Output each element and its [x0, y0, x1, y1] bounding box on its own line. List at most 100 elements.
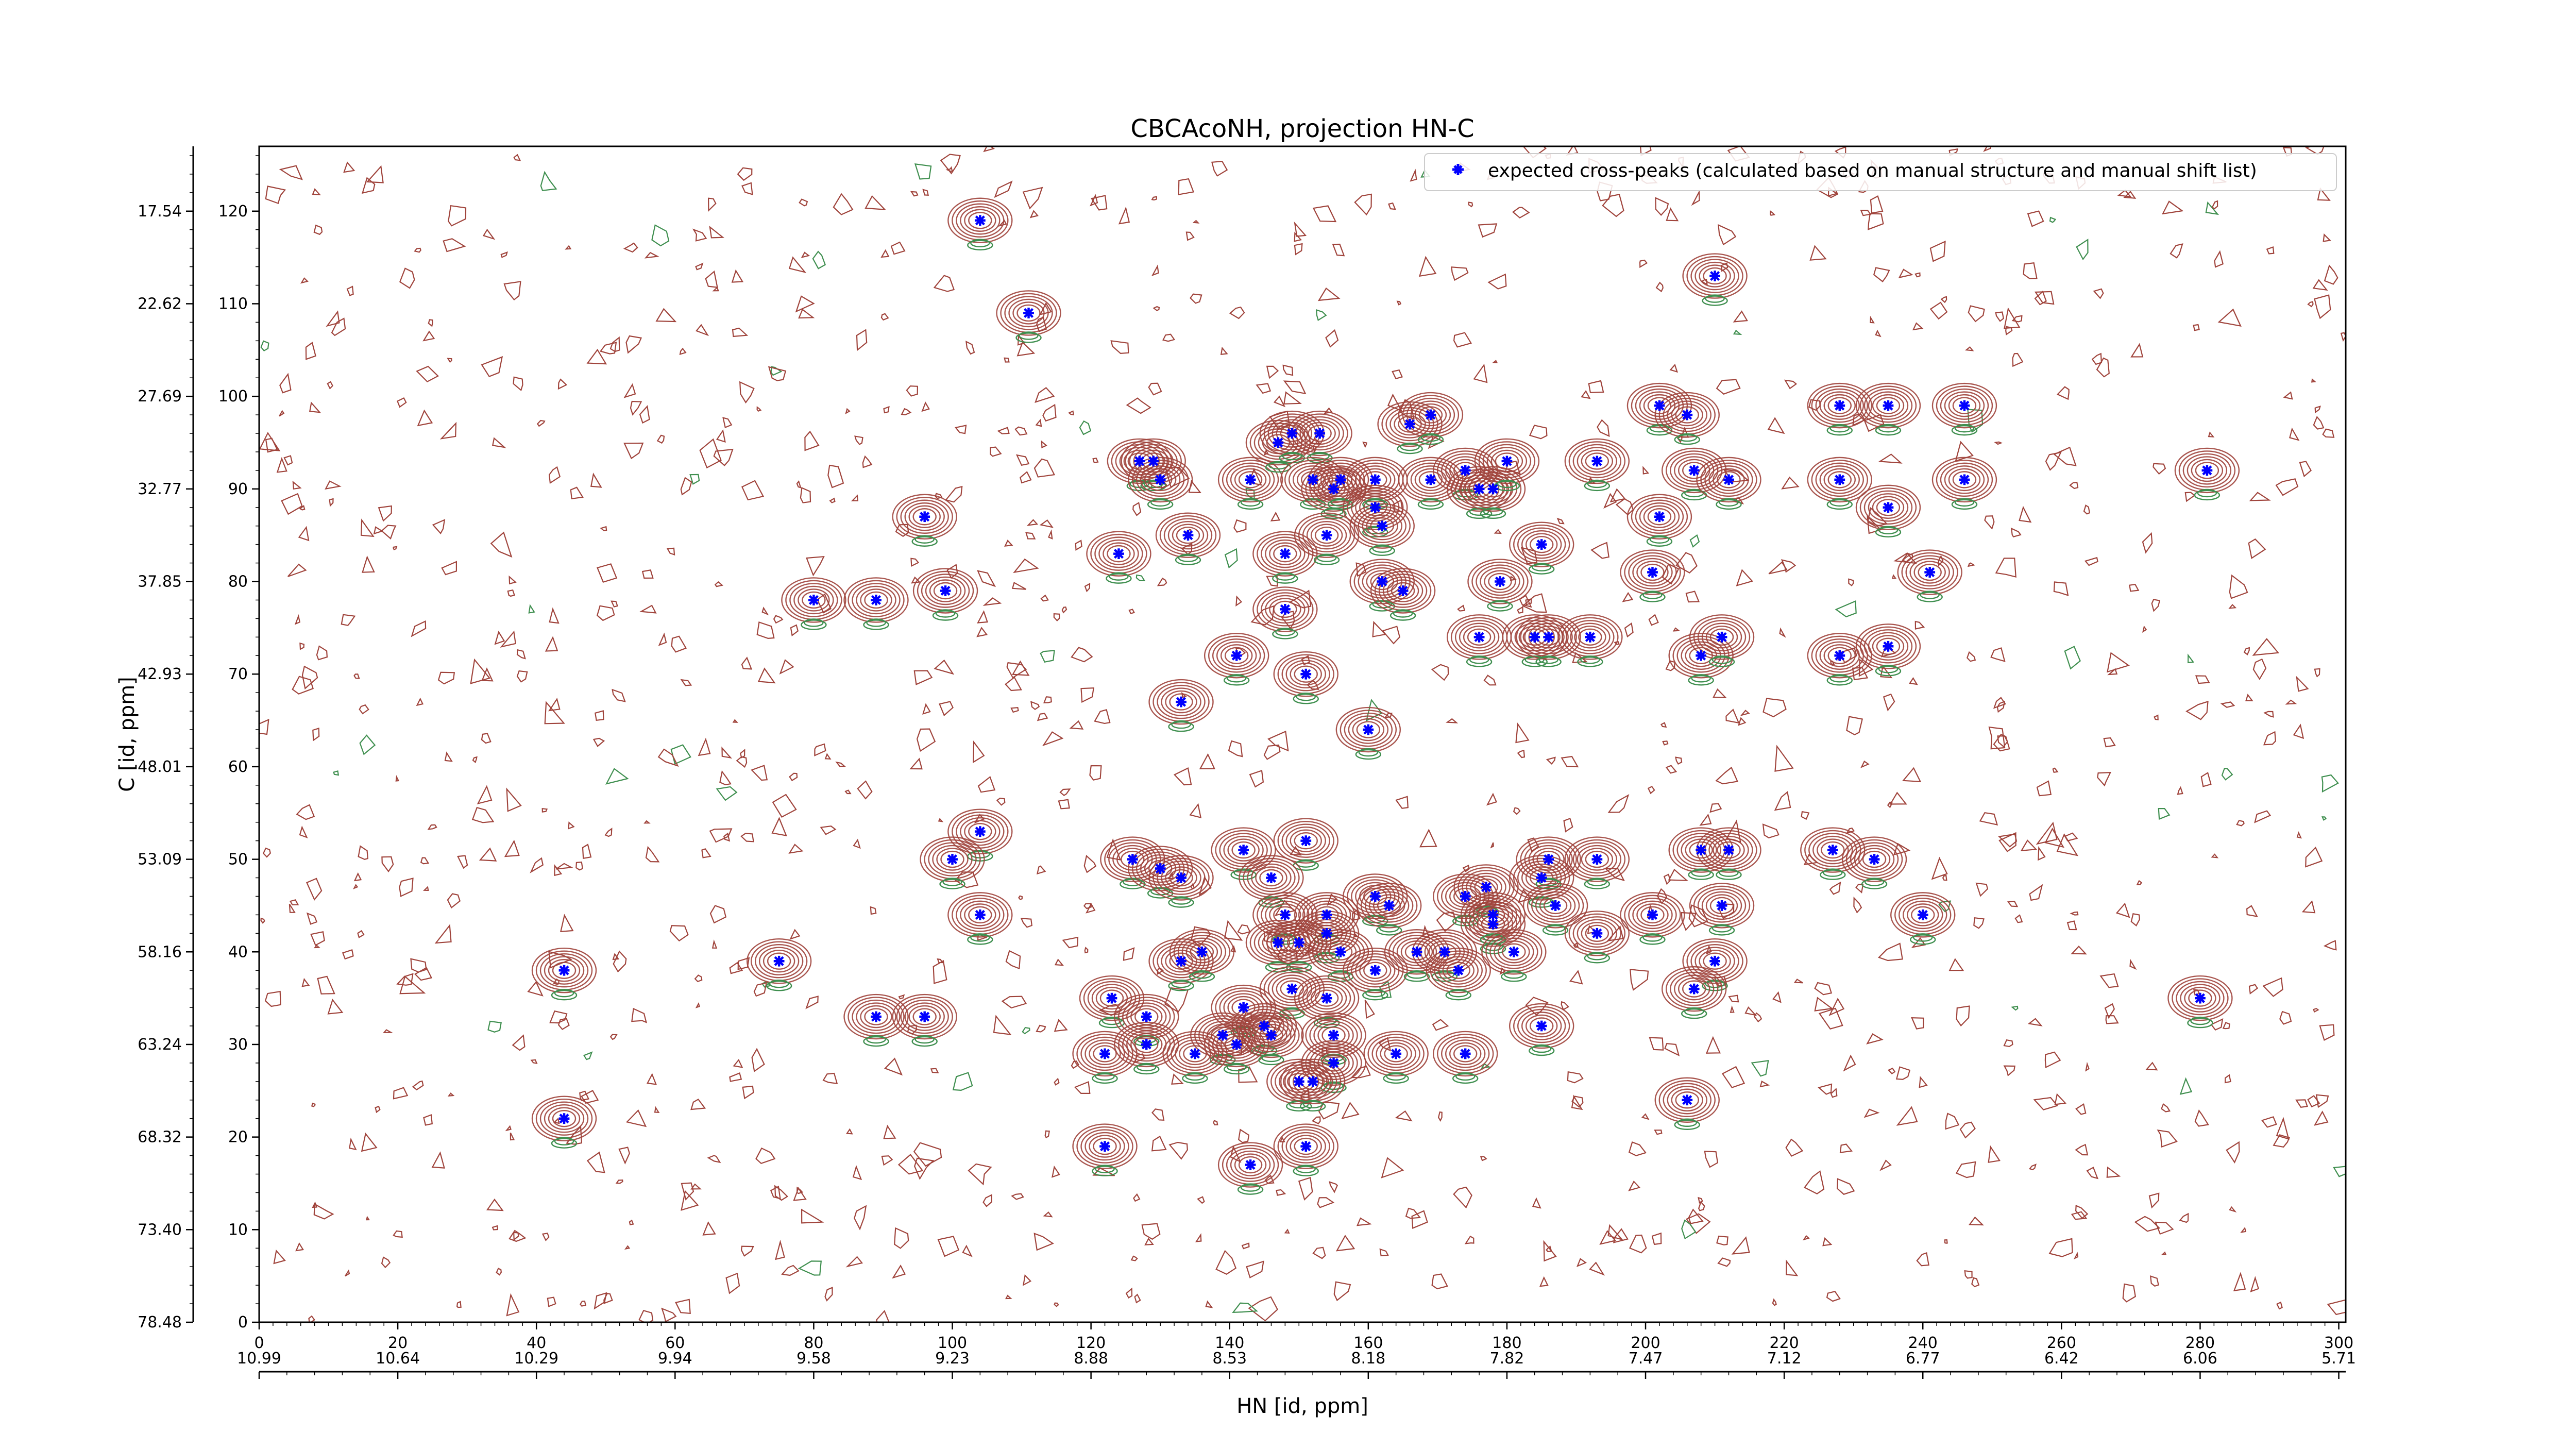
peak-contour [1572, 842, 1622, 877]
noise-contour [612, 688, 626, 702]
cross-peak-marker [1231, 650, 1242, 661]
peak-contour [1418, 406, 1443, 424]
x-axis-ticks: 0 20 40 60 80 100 120 140 160 180 200 220 240 260 280 3… [254, 1322, 2353, 1352]
noise-contour [568, 821, 575, 830]
negative-contour [1296, 693, 1316, 701]
noise-contour [661, 1307, 677, 1322]
noise-contour [2323, 233, 2331, 242]
noise-contour [2313, 416, 2325, 430]
noise-contour [1043, 1211, 1053, 1218]
noise-contour [583, 1051, 593, 1060]
noise-contour [680, 679, 692, 686]
negative-contour [1417, 434, 1444, 445]
noise-contour [781, 1265, 800, 1276]
y-tick-label: 90 [228, 480, 248, 498]
cross-peak-marker [1959, 474, 1970, 485]
peak-contour [904, 1002, 945, 1031]
cross-peak-marker [1245, 474, 1256, 485]
peak-contour [1144, 857, 1177, 880]
noise-contour [1094, 709, 1111, 724]
noise-contour [2148, 1192, 2160, 1209]
peak-contour [1635, 388, 1684, 423]
noise-contour [1717, 1257, 1731, 1267]
noise-contour [938, 818, 944, 822]
peak-contour [1667, 1086, 1707, 1115]
negative-contour [2187, 1017, 2213, 1029]
noise-contour [774, 1185, 788, 1201]
negative-contour [804, 618, 824, 627]
peak-contour-group [1127, 457, 1193, 510]
cross-peak-marker [1682, 409, 1693, 420]
cross-peak-marker [1383, 900, 1395, 911]
noise-contour [541, 1233, 550, 1241]
peak-contour [1670, 453, 1719, 488]
noise-contour [1669, 363, 1678, 373]
negative-contour [1951, 425, 1978, 436]
noise-contour [1245, 487, 1255, 500]
peak-contour [1231, 841, 1256, 859]
noise-contour [2064, 646, 2081, 670]
noise-contour [1944, 1239, 1948, 1244]
peak-contour [1313, 1049, 1354, 1077]
cross-peak-marker [1460, 1048, 1471, 1059]
noise-contour [737, 957, 750, 970]
negative-contour [1330, 498, 1351, 507]
peak-contour [1273, 651, 1338, 697]
noise-contour [922, 189, 929, 196]
peak-contour [1905, 555, 1954, 589]
peak-contour [1290, 829, 1322, 852]
cross-peak-marker [1286, 983, 1298, 995]
noise-contour [865, 195, 887, 210]
peak-contour [1084, 1132, 1125, 1161]
noise-contour [581, 1090, 599, 1104]
noise-contour [714, 581, 724, 587]
negative-contour [1532, 1044, 1552, 1053]
peak-contour-group [1467, 559, 1533, 612]
peak-contour [1581, 449, 1614, 473]
negative-contour [1455, 1072, 1476, 1081]
noise-contour [994, 180, 1013, 198]
noise-contour [512, 1034, 526, 1051]
peak-contour [1157, 684, 1206, 719]
peak-contour [1321, 480, 1346, 498]
peak-contour [1359, 958, 1392, 982]
noise-contour [2104, 1003, 2115, 1019]
noise-contour [1069, 720, 1084, 730]
noise-contour [1018, 895, 1023, 900]
peak-contour [1521, 1012, 1562, 1040]
negative-contour [551, 1138, 578, 1149]
noise-contour [1945, 1113, 1960, 1130]
noise-contour [883, 406, 890, 414]
noise-contour [644, 251, 659, 259]
cross-peak-marker [1106, 992, 1117, 1004]
noise-contour [721, 746, 733, 759]
noise-contour [486, 1198, 504, 1211]
noise-contour [481, 733, 492, 744]
peak-contour-group [2174, 447, 2240, 501]
noise-contour [658, 632, 667, 646]
y-ppm-tick-label: 27.69 [138, 387, 182, 406]
cross-peak-marker [1238, 845, 1249, 856]
noise-contour [2263, 731, 2276, 746]
cross-peak-marker [1238, 1002, 1249, 1013]
cross-peak-marker [1647, 567, 1658, 578]
noise-contour [1362, 441, 1367, 448]
noise-contour [262, 847, 272, 858]
noise-contour [1607, 794, 1630, 813]
cross-peak-marker [1460, 465, 1471, 476]
peak-contour [1689, 614, 1755, 660]
noise-contour [1589, 1261, 1605, 1276]
negative-contour [1175, 554, 1201, 565]
negative-contour [1293, 694, 1319, 704]
peak-contour [1581, 922, 1614, 945]
noise-contour [1356, 1217, 1372, 1226]
peak-contour [1446, 962, 1470, 979]
noise-contour [300, 277, 309, 284]
noise-contour [554, 864, 563, 877]
x-ppm-tick-label: 6.06 [2183, 1350, 2217, 1368]
peak-contour [1704, 462, 1753, 497]
noise-contour [1411, 1210, 1428, 1229]
cross-peak-marker [1307, 1076, 1318, 1087]
negative-contour [1649, 424, 1670, 433]
noise-contour [741, 656, 753, 670]
